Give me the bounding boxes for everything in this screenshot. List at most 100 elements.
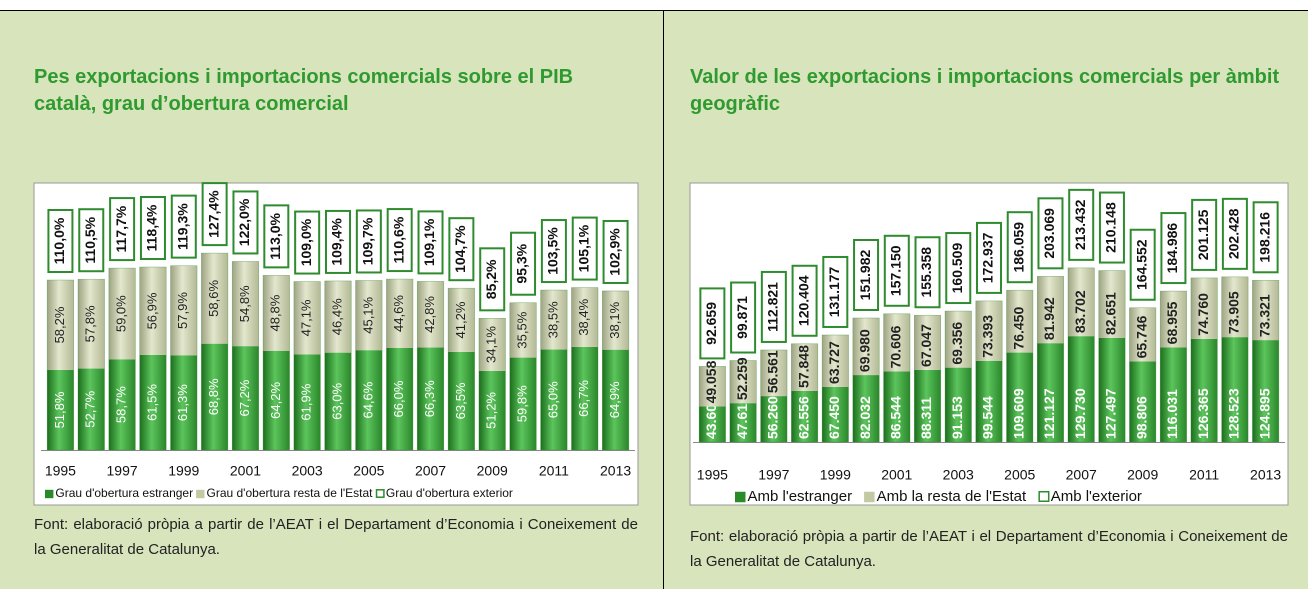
- segment-label: 56.260: [765, 396, 781, 439]
- total-label: 104,7%: [452, 225, 468, 273]
- segment-label: 65,0%: [545, 381, 560, 418]
- bar-segment: [386, 348, 413, 450]
- segment-label: 121.127: [1041, 388, 1057, 439]
- total-outline: [231, 261, 260, 451]
- bar-segment: [1067, 336, 1095, 442]
- segment-label: 38,1%: [607, 301, 622, 338]
- segment-label: 56.561: [765, 350, 781, 393]
- total-label-box: [1129, 228, 1156, 301]
- total-label: 118,4%: [144, 204, 160, 251]
- bar-segment: [78, 368, 105, 450]
- legend-label: Amb l'estranger: [748, 488, 853, 505]
- total-label-box: [232, 190, 259, 255]
- total-label: 85,2%: [483, 259, 499, 299]
- bar-segment: [201, 343, 228, 450]
- total-outline: [262, 275, 290, 451]
- total-label-box: [386, 208, 413, 273]
- bar-segment: [448, 288, 475, 352]
- total-label: 109,4%: [329, 218, 345, 266]
- total-label: 95,3%: [514, 243, 530, 283]
- segment-label: 82.651: [1103, 292, 1119, 335]
- total-label-box: [47, 209, 74, 273]
- total-label-box: [1191, 198, 1218, 271]
- segment-label: 34,1%: [484, 326, 499, 363]
- segment-label: 109.609: [1010, 388, 1026, 439]
- segment-label: 65.746: [1133, 315, 1149, 358]
- total-label: 157.150: [887, 245, 903, 296]
- chart-title: Pes exportacions i importacions comercia…: [34, 66, 574, 115]
- bar-segment: [729, 360, 757, 404]
- total-outline: [46, 279, 74, 451]
- legend-swatch: [735, 491, 746, 503]
- bar-segment: [293, 354, 321, 450]
- segment-label: 73.905: [1226, 291, 1242, 334]
- total-label: 117,7%: [113, 205, 129, 252]
- bar-segment: [760, 349, 788, 397]
- total-label-box: [760, 270, 787, 343]
- segment-label: 51,8%: [52, 391, 67, 428]
- total-label: 92.659: [703, 302, 719, 345]
- total-label: 102,9%: [606, 228, 622, 276]
- bar-segment: [791, 343, 818, 391]
- total-outline: [821, 334, 849, 443]
- total-outline: [1006, 289, 1034, 443]
- segment-label: 67.450: [826, 396, 842, 439]
- bar-segment: [1221, 276, 1249, 338]
- segment-label: 68.955: [1164, 301, 1180, 344]
- segment-label: 38,5%: [545, 301, 560, 338]
- segment-label: 66,7%: [576, 380, 591, 417]
- legend-swatch: [45, 489, 54, 499]
- total-outline: [883, 313, 911, 443]
- total-label: 160.509: [949, 243, 965, 294]
- bar-segment: [945, 367, 972, 442]
- bar-segment: [1006, 290, 1033, 353]
- bar-segment: [571, 287, 598, 347]
- bar-segment: [355, 350, 383, 450]
- total-label: 99.871: [734, 296, 750, 339]
- legend-label: Amb la resta de l'Estat: [877, 488, 1027, 505]
- total-label: 186.059: [1010, 222, 1026, 273]
- total-label: 110,6%: [390, 216, 406, 263]
- total-label: 109,7%: [360, 217, 376, 265]
- legend-label: Grau d'obertura resta de l'Estat: [207, 486, 374, 500]
- bar-segment: [822, 386, 849, 442]
- bar-segment: [324, 352, 352, 450]
- legend-label: Grau d'obertura exterior: [386, 486, 513, 500]
- total-outline: [1098, 270, 1126, 443]
- total-label: 151.982: [857, 249, 873, 300]
- x-tick-label: 1995: [45, 463, 76, 479]
- total-outline: [1129, 307, 1157, 443]
- bar-segment: [417, 347, 444, 450]
- total-label: 203.069: [1041, 208, 1057, 259]
- segment-label: 44,6%: [391, 295, 406, 332]
- total-label-box: [1098, 191, 1125, 264]
- total-outline: [355, 280, 383, 451]
- segment-label: 61,5%: [144, 384, 159, 421]
- total-outline: [791, 343, 819, 443]
- bar-segment: [540, 349, 568, 450]
- total-label: 198.216: [1256, 212, 1272, 263]
- total-label: 119,3%: [174, 203, 190, 250]
- segment-label: 51,2%: [484, 392, 499, 429]
- bar-segment: [1098, 337, 1126, 442]
- segment-label: 58,6%: [206, 280, 221, 317]
- segment-label: 73.393: [980, 315, 996, 358]
- x-tick-label: 2011: [1189, 467, 1219, 483]
- total-label-box: [1160, 212, 1187, 285]
- x-tick-label: 1997: [107, 463, 138, 479]
- total-label: 109,1%: [421, 218, 437, 266]
- segment-label: 70.606: [887, 325, 903, 368]
- total-label-box: [791, 264, 818, 337]
- bar-segment: [914, 369, 941, 442]
- segment-label: 62.556: [795, 396, 811, 439]
- total-outline: [602, 290, 630, 451]
- total-outline: [852, 317, 880, 443]
- x-tick-label: 2005: [1004, 467, 1035, 483]
- total-label-box: [109, 197, 136, 262]
- bar-segment: [1037, 276, 1064, 344]
- total-label: 164.552: [1133, 239, 1149, 290]
- x-tick-label: 2001: [881, 467, 912, 483]
- total-label-box: [417, 210, 444, 275]
- source-note: Font: elaboració pròpia a partir de l’AE…: [690, 528, 1288, 570]
